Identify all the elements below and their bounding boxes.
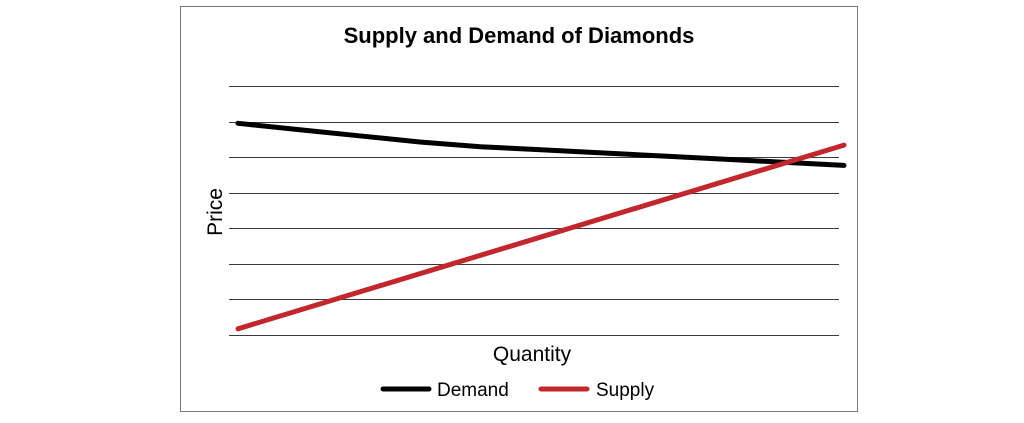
supply-line xyxy=(235,142,847,332)
series-lines xyxy=(235,120,847,332)
gridlines xyxy=(229,86,839,336)
supply-demand-chart: Supply and Demand of Diamonds Price Quan… xyxy=(204,23,847,401)
chart-title: Supply and Demand of Diamonds xyxy=(344,23,695,48)
legend-label-supply: Supply xyxy=(596,380,655,401)
legend-label-demand: Demand xyxy=(437,380,509,401)
chart-frame: Supply and Demand of Diamonds Price Quan… xyxy=(180,6,858,412)
legend: Demand Supply xyxy=(380,380,655,401)
x-axis-label: Quantity xyxy=(493,343,572,366)
demand-line xyxy=(235,120,847,168)
y-axis-label: Price xyxy=(204,188,227,236)
